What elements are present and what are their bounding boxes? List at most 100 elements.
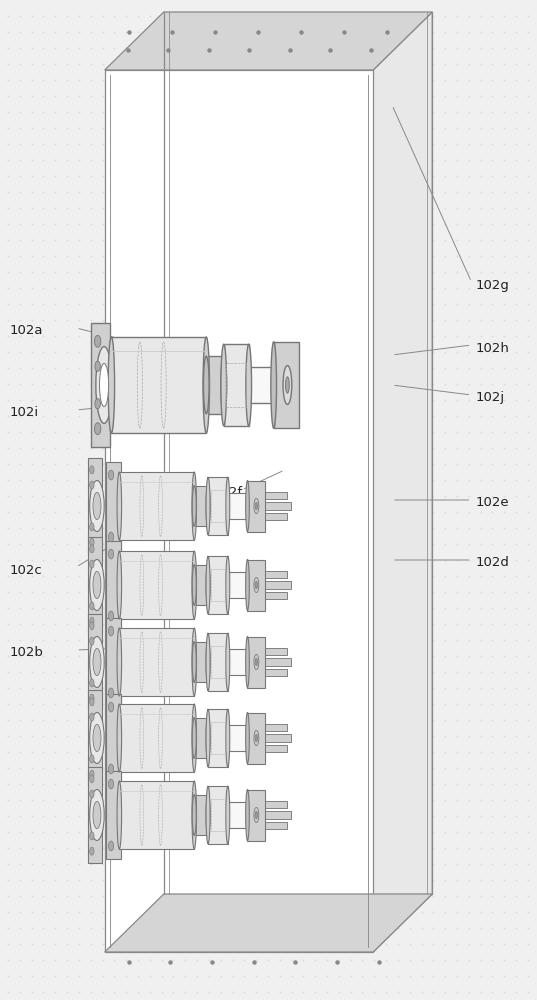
FancyBboxPatch shape: [194, 795, 208, 835]
FancyBboxPatch shape: [88, 690, 102, 786]
Ellipse shape: [206, 795, 210, 835]
Ellipse shape: [90, 679, 94, 687]
Ellipse shape: [90, 637, 94, 645]
Ellipse shape: [117, 704, 121, 772]
FancyBboxPatch shape: [248, 712, 265, 764]
FancyBboxPatch shape: [88, 458, 102, 554]
Ellipse shape: [206, 642, 210, 682]
Bar: [265, 734, 291, 742]
Ellipse shape: [255, 658, 258, 666]
FancyBboxPatch shape: [111, 337, 206, 433]
FancyBboxPatch shape: [194, 642, 208, 682]
Polygon shape: [105, 70, 373, 952]
Bar: [227, 363, 246, 407]
Ellipse shape: [93, 648, 101, 676]
Ellipse shape: [108, 779, 114, 789]
FancyBboxPatch shape: [248, 790, 265, 840]
Text: 102g: 102g: [475, 278, 509, 292]
Bar: [211, 569, 225, 601]
Ellipse shape: [90, 481, 94, 489]
Ellipse shape: [226, 786, 230, 844]
Ellipse shape: [206, 718, 210, 758]
Polygon shape: [105, 12, 432, 70]
FancyBboxPatch shape: [208, 709, 228, 767]
Ellipse shape: [245, 560, 249, 610]
Ellipse shape: [286, 377, 289, 393]
FancyBboxPatch shape: [208, 633, 228, 691]
Ellipse shape: [90, 523, 94, 531]
Bar: [265, 502, 291, 510]
FancyBboxPatch shape: [194, 486, 208, 526]
Bar: [265, 592, 287, 599]
Ellipse shape: [108, 470, 114, 480]
Ellipse shape: [90, 560, 104, 610]
Ellipse shape: [108, 764, 114, 774]
Ellipse shape: [90, 622, 94, 630]
Ellipse shape: [245, 481, 249, 532]
Ellipse shape: [90, 560, 94, 568]
FancyBboxPatch shape: [206, 356, 224, 414]
Ellipse shape: [117, 781, 121, 849]
Ellipse shape: [108, 702, 114, 712]
Ellipse shape: [93, 724, 101, 752]
FancyBboxPatch shape: [194, 718, 208, 758]
Ellipse shape: [221, 344, 227, 426]
Ellipse shape: [93, 492, 101, 520]
Ellipse shape: [90, 790, 94, 798]
Ellipse shape: [90, 713, 94, 721]
Ellipse shape: [108, 626, 114, 636]
Ellipse shape: [254, 498, 259, 514]
Ellipse shape: [283, 366, 292, 404]
Ellipse shape: [117, 551, 121, 619]
Bar: [265, 581, 291, 589]
Ellipse shape: [95, 361, 100, 371]
FancyBboxPatch shape: [274, 342, 299, 428]
Ellipse shape: [226, 709, 230, 767]
Ellipse shape: [254, 807, 259, 823]
FancyBboxPatch shape: [224, 344, 249, 426]
FancyBboxPatch shape: [119, 704, 194, 772]
FancyBboxPatch shape: [91, 323, 110, 447]
FancyBboxPatch shape: [228, 572, 248, 598]
FancyBboxPatch shape: [119, 628, 194, 696]
Ellipse shape: [254, 730, 259, 746]
Ellipse shape: [255, 811, 258, 819]
Ellipse shape: [95, 335, 101, 347]
Ellipse shape: [254, 577, 259, 593]
FancyBboxPatch shape: [228, 493, 248, 519]
Ellipse shape: [226, 556, 230, 614]
Ellipse shape: [90, 712, 104, 764]
Ellipse shape: [192, 565, 196, 605]
Ellipse shape: [108, 549, 114, 559]
Bar: [265, 724, 287, 731]
Ellipse shape: [108, 611, 114, 621]
Bar: [211, 799, 225, 831]
Bar: [211, 646, 225, 678]
FancyBboxPatch shape: [119, 781, 194, 849]
Ellipse shape: [206, 786, 210, 844]
FancyBboxPatch shape: [119, 472, 194, 540]
Ellipse shape: [90, 602, 94, 610]
Ellipse shape: [245, 637, 249, 688]
Ellipse shape: [93, 571, 101, 599]
FancyBboxPatch shape: [88, 614, 102, 710]
Ellipse shape: [95, 423, 101, 435]
FancyBboxPatch shape: [208, 477, 228, 535]
Bar: [265, 658, 291, 666]
Ellipse shape: [204, 356, 209, 414]
Bar: [265, 669, 287, 676]
Ellipse shape: [192, 704, 197, 772]
FancyBboxPatch shape: [228, 802, 248, 828]
FancyBboxPatch shape: [106, 462, 121, 550]
Ellipse shape: [90, 775, 94, 783]
FancyBboxPatch shape: [208, 786, 228, 844]
Ellipse shape: [192, 472, 197, 540]
Ellipse shape: [226, 477, 230, 535]
FancyBboxPatch shape: [228, 725, 248, 751]
Ellipse shape: [255, 734, 258, 742]
Polygon shape: [105, 894, 432, 952]
Ellipse shape: [90, 694, 94, 702]
FancyBboxPatch shape: [119, 551, 194, 619]
Ellipse shape: [90, 637, 104, 688]
Ellipse shape: [90, 770, 94, 778]
